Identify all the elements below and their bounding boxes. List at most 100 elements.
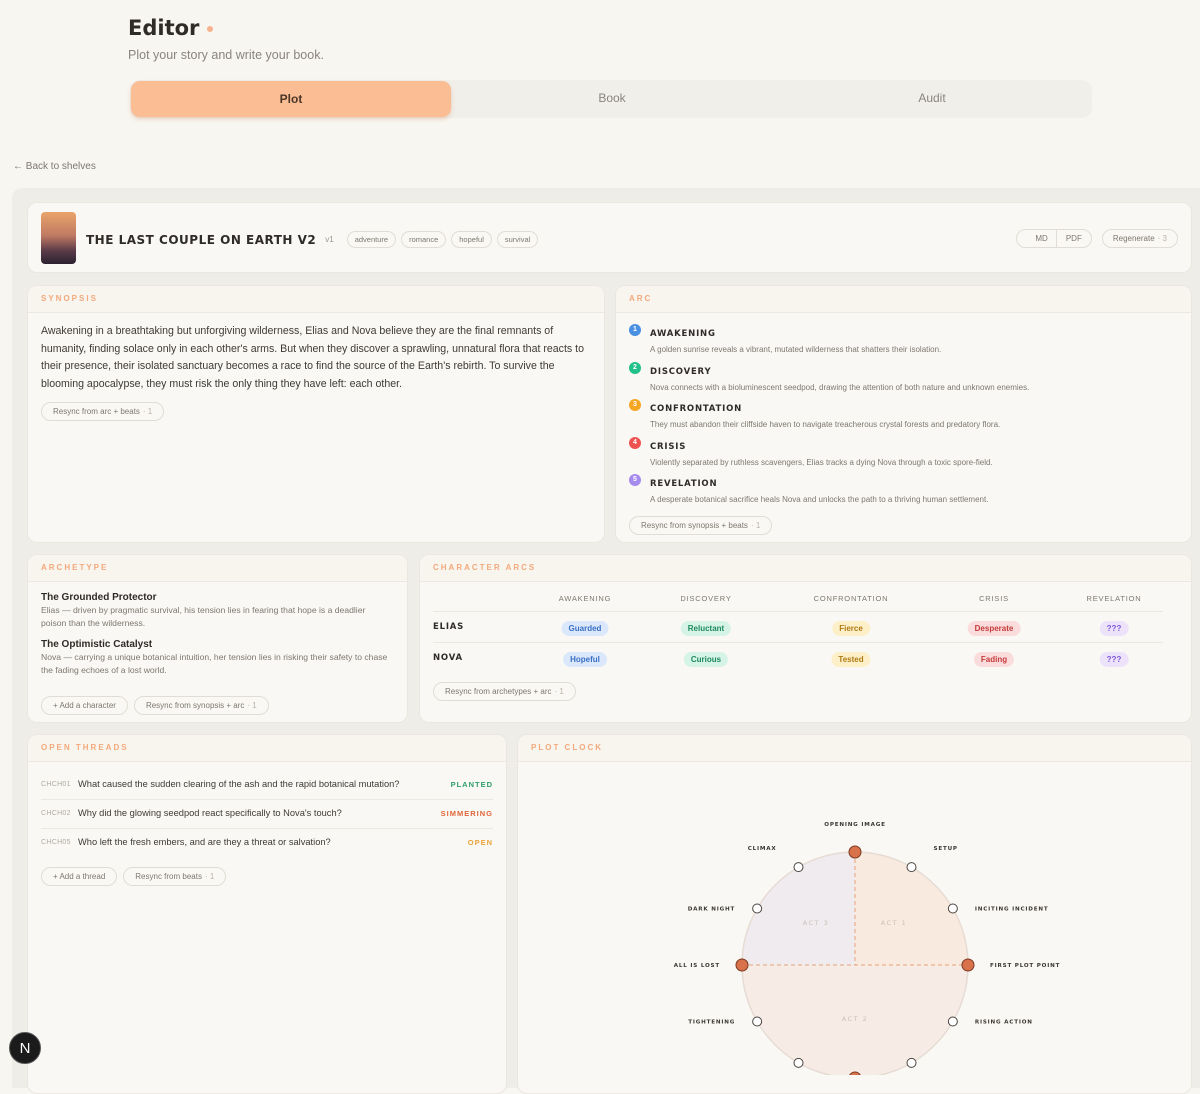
beat-number: 2: [629, 361, 641, 374]
beat-label: DARK NIGHT: [688, 907, 735, 913]
archetype-card: ARCHETYPE The Grounded Protector Elias — d…: [27, 554, 408, 723]
resync-button[interactable]: Resync from arc + beats · 1: [41, 402, 165, 421]
export-group: MD PDF: [1016, 229, 1092, 248]
act-label: ACT 1: [881, 919, 908, 927]
tab[interactable]: Audit: [918, 91, 946, 105]
group: CHCH05 Who left the fresh embers, and are…: [41, 836, 493, 854]
column-header: CONFRONTATION: [813, 594, 889, 603]
pdf-button[interactable]: PDF: [1065, 234, 1082, 243]
card-heading: PLOT CLOCK: [518, 735, 1191, 762]
column-header: REVELATION: [1086, 594, 1142, 603]
group: Resync from synopsis + beats · 1: [629, 515, 778, 535]
resync-count: · 1: [247, 701, 257, 710]
tab-bar: Plot Book Audit: [130, 80, 1092, 118]
md-button[interactable]: MD: [1017, 230, 1057, 247]
beat-text: Nova connects with a bioluminescent seed…: [650, 382, 1030, 392]
act-label: ACT 3: [803, 919, 830, 927]
resync-button[interactable]: Resync from synopsis + arc · 1: [133, 696, 269, 715]
beat-number: 5: [629, 474, 641, 486]
state-pill: Reluctant: [680, 621, 732, 636]
book-version: v1: [325, 235, 334, 244]
group: MD PDF Regenerate · 3: [1016, 229, 1178, 248]
state-pill: Curious: [683, 652, 729, 667]
minor-beat: [793, 862, 804, 873]
regenerate-button[interactable]: Regenerate · 3: [1101, 229, 1178, 248]
thread-question: Why did the glowing seedpod react specif…: [78, 808, 342, 818]
character-arcs-card: CHARACTER ARCS AWAKENING DISCOVERY CONFRONT…: [419, 554, 1192, 723]
back-link[interactable]: ← Back to shelves: [13, 161, 96, 172]
resync-count: · 1: [554, 687, 564, 696]
major-beat: [849, 1071, 861, 1075]
group: + Add a character Resync from synopsis + …: [41, 695, 275, 715]
book-cover: [41, 212, 76, 264]
beat-title: DISCOVERY: [650, 366, 712, 377]
regenerate-count: · 3: [1157, 234, 1167, 243]
beat-title: AWAKENING: [650, 329, 716, 339]
group: THE LAST COUPLE ON EARTH V2 v1 adventure ro…: [86, 231, 539, 248]
group: Resync from archetypes + arc · 1: [433, 681, 582, 701]
tab[interactable]: Plot: [131, 81, 451, 117]
beat-text: A golden sunrise reveals a vibrant, muta…: [650, 345, 942, 354]
beat-text: They must abandon their cliffside haven …: [650, 420, 1001, 429]
resync-button[interactable]: Resync from synopsis + beats · 1: [629, 516, 773, 535]
book-title: THE LAST COUPLE ON EARTH V2: [86, 232, 317, 247]
act-2-fill: [742, 965, 968, 1075]
thread-status: OPEN: [467, 838, 493, 847]
group: + Add a thread Resync from beats · 1: [41, 866, 232, 886]
arc-card: ARC 1 AWAKENING A golden sunrise reveals a …: [615, 285, 1192, 543]
dev-badge[interactable]: N: [9, 1032, 41, 1064]
group: The Grounded Protector Elias — driven by …: [41, 592, 393, 630]
beat-label: RISING ACTION: [975, 1020, 1033, 1026]
card-heading: SYNOPSIS: [28, 286, 604, 313]
minor-beat: [752, 903, 763, 914]
thread-question: What caused the sudden clearing of the a…: [78, 779, 400, 789]
beat-title: REVELATION: [650, 479, 718, 489]
minor-beat: [793, 1057, 804, 1068]
book-card: THE LAST COUPLE ON EARTH V2 v1 adventure ro…: [27, 202, 1192, 273]
card-heading: ARC: [616, 286, 1191, 313]
state-pill: Hopeful: [563, 652, 607, 667]
divider: [433, 611, 1163, 612]
plot-clock: ACT 1 ACT 2 ACT 3 OPENING IMAGE SETUP INCITIN…: [674, 822, 1060, 1075]
beat-title: CRISIS: [650, 441, 687, 452]
major-beat: [735, 958, 749, 972]
state-pill: Fading: [973, 652, 1015, 667]
add-button[interactable]: + Add a thread: [41, 867, 118, 886]
tab[interactable]: Book: [598, 91, 626, 105]
page-subtitle: Plot your story and write your book.: [128, 48, 324, 62]
archetype-text: Nova — carrying a unique botanical intui…: [41, 652, 388, 675]
character-name: ELIAS: [433, 622, 465, 632]
group: Resync from arc + beats · 1: [41, 401, 170, 421]
add-button[interactable]: + Add a character: [41, 696, 128, 715]
divider: [41, 799, 493, 800]
tag: survival: [496, 231, 539, 248]
resync-button[interactable]: Resync from archetypes + arc · 1: [433, 682, 576, 701]
beat-number: 4: [629, 436, 641, 449]
state-pill: Guarded: [561, 621, 609, 636]
open-threads-card: OPEN THREADS CHCH01 What caused the sudden…: [27, 734, 507, 1094]
plot-clock-card: PLOT CLOCK ACT 1 ACT 2 ACT 3 OPENING IMAGE SE…: [517, 734, 1192, 1094]
thread-question: Who left the fresh embers, and are they …: [78, 837, 331, 847]
major-beat: [961, 958, 975, 972]
archetype-text: Elias — driven by pragmatic survival, hi…: [41, 605, 366, 628]
resync-button[interactable]: Resync from beats · 1: [123, 867, 227, 886]
thread-id: CHCH05: [41, 839, 71, 846]
act-label: ACT 2: [842, 1015, 869, 1023]
beat-text: A desperate botanical sacrifice heals No…: [650, 495, 989, 504]
synopsis-text: Awakening in a breathtaking but unforgiv…: [41, 325, 584, 390]
synopsis-card: SYNOPSIS Awakening in a breathtaking but …: [27, 285, 605, 543]
group: CHCH02 Why did the glowing seedpod react …: [41, 807, 493, 825]
act-1-fill: [855, 852, 968, 965]
column-header: DISCOVERY: [680, 594, 732, 603]
beat-number: 1: [629, 324, 641, 336]
tag: romance: [401, 231, 447, 248]
group: CHCH01 What caused the sudden clearing of…: [41, 778, 493, 796]
minor-beat: [906, 1057, 917, 1068]
card-heading: CHARACTER ARCS: [420, 555, 1191, 582]
state-pill: Desperate: [967, 621, 1021, 636]
beat-label: TIGHTENING: [688, 1020, 735, 1026]
beat-label: FIRST PLOT POINT: [990, 963, 1060, 969]
state-pill: ???: [1099, 652, 1129, 667]
divider: [433, 642, 1163, 643]
